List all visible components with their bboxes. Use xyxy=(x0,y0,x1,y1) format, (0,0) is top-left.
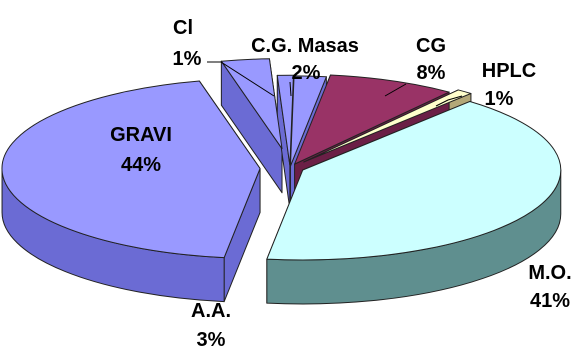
slice-c-g-masas xyxy=(289,75,327,167)
label-mo-pct: 41% xyxy=(530,290,570,312)
leader-line-cg xyxy=(384,83,407,97)
label-aa-name: A.A. xyxy=(191,300,231,322)
label-hplc-pct: 1% xyxy=(485,88,514,110)
leader-lines xyxy=(207,61,463,107)
label-cg-pct: 8% xyxy=(417,62,446,84)
slice-cg xyxy=(294,74,450,165)
slice-gravi xyxy=(1,80,261,259)
slice-hplc xyxy=(303,89,472,163)
slice-a-a xyxy=(220,58,283,150)
slice-m-o xyxy=(266,100,562,261)
label-gravi-name: GRAVI xyxy=(110,124,172,146)
label-mo-name: M.O. xyxy=(528,262,571,284)
label-cl-pct: 1% xyxy=(173,48,202,70)
label-cl-name: Cl xyxy=(173,17,193,39)
slice-tops xyxy=(1,58,562,261)
label-cg-name: CG xyxy=(416,35,446,57)
data-labels: GRAVI 44% A.A. 3% Cl 1% C.G. Masas 2% CG… xyxy=(110,17,572,351)
leader-line-cg-masas xyxy=(289,81,292,97)
leader-line-hplc xyxy=(435,95,463,107)
label-hplc-name: HPLC xyxy=(482,60,536,82)
slice-cl xyxy=(276,74,294,166)
label-cgmasas-name: C.G. Masas xyxy=(251,35,359,57)
label-gravi-pct: 44% xyxy=(121,154,161,176)
label-aa-pct: 3% xyxy=(197,329,226,351)
leader-line-cl xyxy=(207,61,275,97)
label-cgmasas-pct: 2% xyxy=(292,62,321,84)
